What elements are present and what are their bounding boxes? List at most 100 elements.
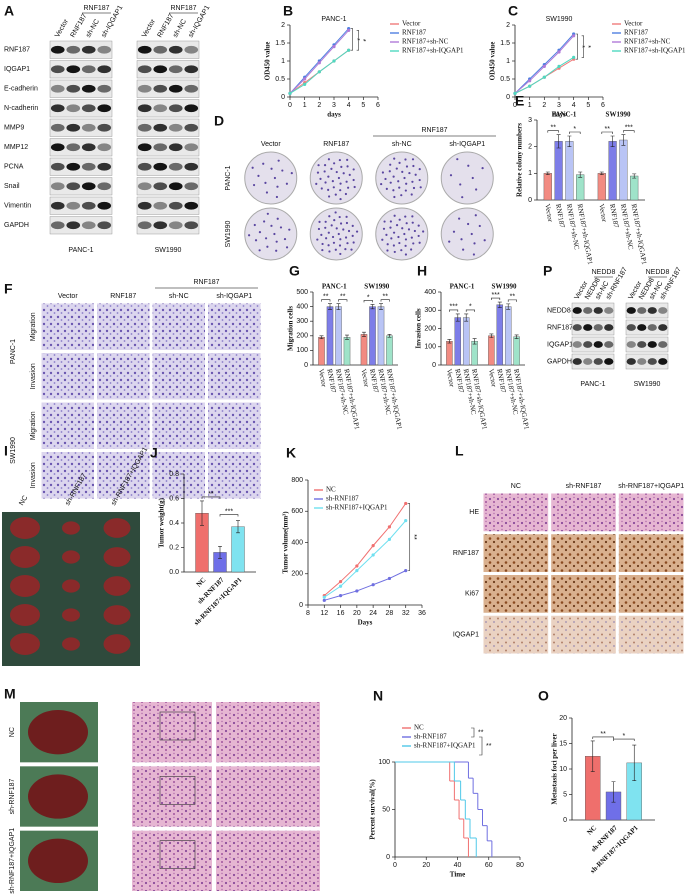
colony [412,164,415,168]
colony [398,241,401,245]
blot-band [184,143,199,152]
colony [317,227,321,231]
blot-band [81,201,96,210]
blot-band [637,307,647,314]
y-tick-label: 0.5 [500,76,510,83]
colony [340,165,343,168]
series-line [324,520,407,598]
y-tick-label: 400 [424,289,436,296]
colony [411,158,415,161]
bar [619,139,628,201]
blot-band [97,162,112,171]
transwell-image [207,451,262,500]
transwell-image [40,401,95,450]
x-tick-label: 0 [288,102,292,109]
blot-strip [49,40,113,59]
significance-label: * [367,294,370,301]
colony [400,194,403,197]
ihc-image [482,614,550,655]
x-tick-label: 2 [542,102,546,109]
colony [275,195,279,199]
y-axis-label: Relative colony numbers [516,123,524,197]
significance-bracket [321,299,331,302]
colony [348,173,351,176]
y-tick-label: 0 [304,362,308,369]
bar [369,306,376,366]
significance-label: ** [604,126,610,133]
y-tick-label: 300 [424,307,436,314]
blot-band [658,341,668,348]
colony [351,224,354,227]
blot-band [66,182,81,191]
column-label: sh-RNF187+IQGAP1 [618,483,684,490]
colony [410,248,413,251]
protein-label: IQGAP1 [547,341,573,348]
panel-label: O [538,688,549,704]
blot-band [50,182,65,191]
colony [334,193,337,196]
y-axis-label: Invasion cells [415,308,423,349]
bar [335,306,342,366]
tumor [62,608,80,622]
panel-label: K [286,445,296,461]
blot-band [583,341,593,348]
blot-band [66,65,81,74]
blot-band [97,123,112,132]
he-image [132,766,212,827]
x-tick-label: Vector [543,203,554,223]
tumor [103,605,131,625]
colony [413,229,416,233]
significance-bracket [380,299,390,302]
colony [347,186,350,189]
colony [332,186,335,189]
y-tick-label: 0.6 [169,495,179,502]
colony [467,164,470,167]
blot-strip [49,99,113,118]
column-label: Vector [54,18,70,39]
error-bar [611,781,616,803]
blot-strip [136,79,200,98]
panel-label: H [417,263,427,279]
colony [389,181,392,184]
ihc-image [550,533,617,573]
colony [389,163,392,166]
significance-label: *** [492,292,500,299]
colony [403,176,406,180]
colony [473,242,476,245]
colony [275,240,278,243]
legend-label: RNF187+sh-IQGAP1 [402,47,464,55]
protein-label: N-cadherin [4,105,38,112]
significance-label: * [353,38,360,41]
x-axis-label: Time [450,871,465,879]
error-bar [514,334,519,339]
colony [333,162,336,165]
colony [461,196,464,199]
blot-band [66,123,81,132]
colony [330,167,333,170]
colony [483,239,486,242]
colony [404,158,407,161]
protein-label: NEDD8 [547,307,571,314]
bar [576,174,585,201]
colony [393,195,396,199]
blot-band [153,123,168,132]
colony [410,193,413,196]
colony [321,242,324,246]
colony [385,233,388,236]
blot-band [168,84,183,93]
colony [339,238,342,241]
y-tick-label: 15 [559,740,567,747]
colony [327,195,331,198]
blot-strip [136,177,200,196]
colony [323,170,326,173]
colony [330,224,333,227]
error-bar [370,304,375,310]
he-image [132,830,212,891]
colony-dish [244,151,298,205]
significance-bracket [363,300,373,303]
blot-band [184,201,199,210]
legend-label: Vector [624,20,643,28]
colony [350,248,353,251]
blot-band [137,45,152,54]
tumor [62,637,80,651]
